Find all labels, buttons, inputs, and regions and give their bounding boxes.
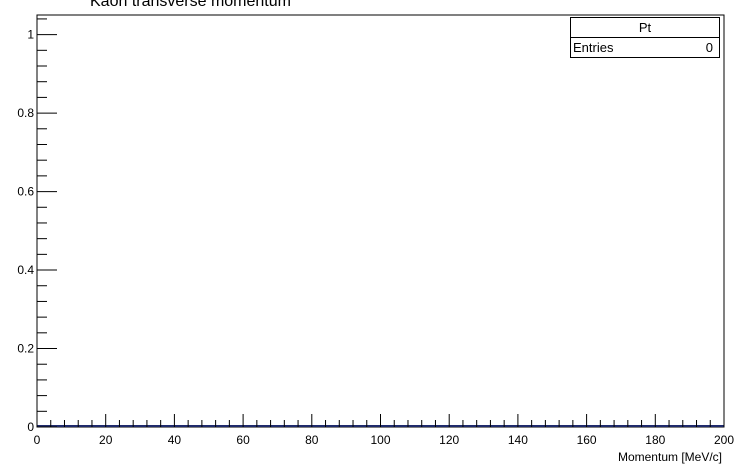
plot-frame [36, 14, 725, 428]
y-tick-label: 1 [27, 28, 34, 42]
x-axis-tick-labels: 0 20 40 60 80 100 120 140 160 180 200 [34, 433, 735, 447]
x-tick-label: 100 [370, 433, 390, 447]
y-tick-label: 0.4 [17, 263, 34, 277]
x-tick-label: 20 [99, 433, 113, 447]
stats-box-title: Pt [571, 18, 719, 38]
y-axis-tick-labels: 0 0.2 0.4 0.6 0.8 1 [17, 28, 34, 434]
x-tick-label: 60 [236, 433, 250, 447]
y-tick-label: 0.2 [17, 342, 34, 356]
y-tick-label: 0.8 [17, 106, 34, 120]
x-tick-label: 80 [305, 433, 319, 447]
plot-border [36, 14, 725, 428]
x-tick-label: 200 [714, 433, 734, 447]
x-axis-ticks [36, 414, 725, 427]
x-tick-label: 180 [645, 433, 665, 447]
y-tick-label: 0.6 [17, 185, 34, 199]
stats-box: Pt Entries 0 [570, 17, 720, 58]
x-tick-label: 140 [508, 433, 528, 447]
x-tick-label: 120 [439, 433, 459, 447]
y-axis-ticks [37, 18, 57, 428]
stats-entries-row: Entries 0 [571, 38, 719, 57]
entries-label: Entries [573, 40, 614, 55]
chart-title: Kaon transverse momentum [90, 0, 291, 10]
x-tick-label: 40 [168, 433, 182, 447]
y-tick-label: 0 [27, 420, 34, 434]
x-tick-label: 0 [34, 433, 41, 447]
entries-value: 0 [705, 40, 713, 55]
x-tick-label: 160 [577, 433, 597, 447]
x-axis-label: Momentum [MeV/c] [618, 450, 722, 464]
